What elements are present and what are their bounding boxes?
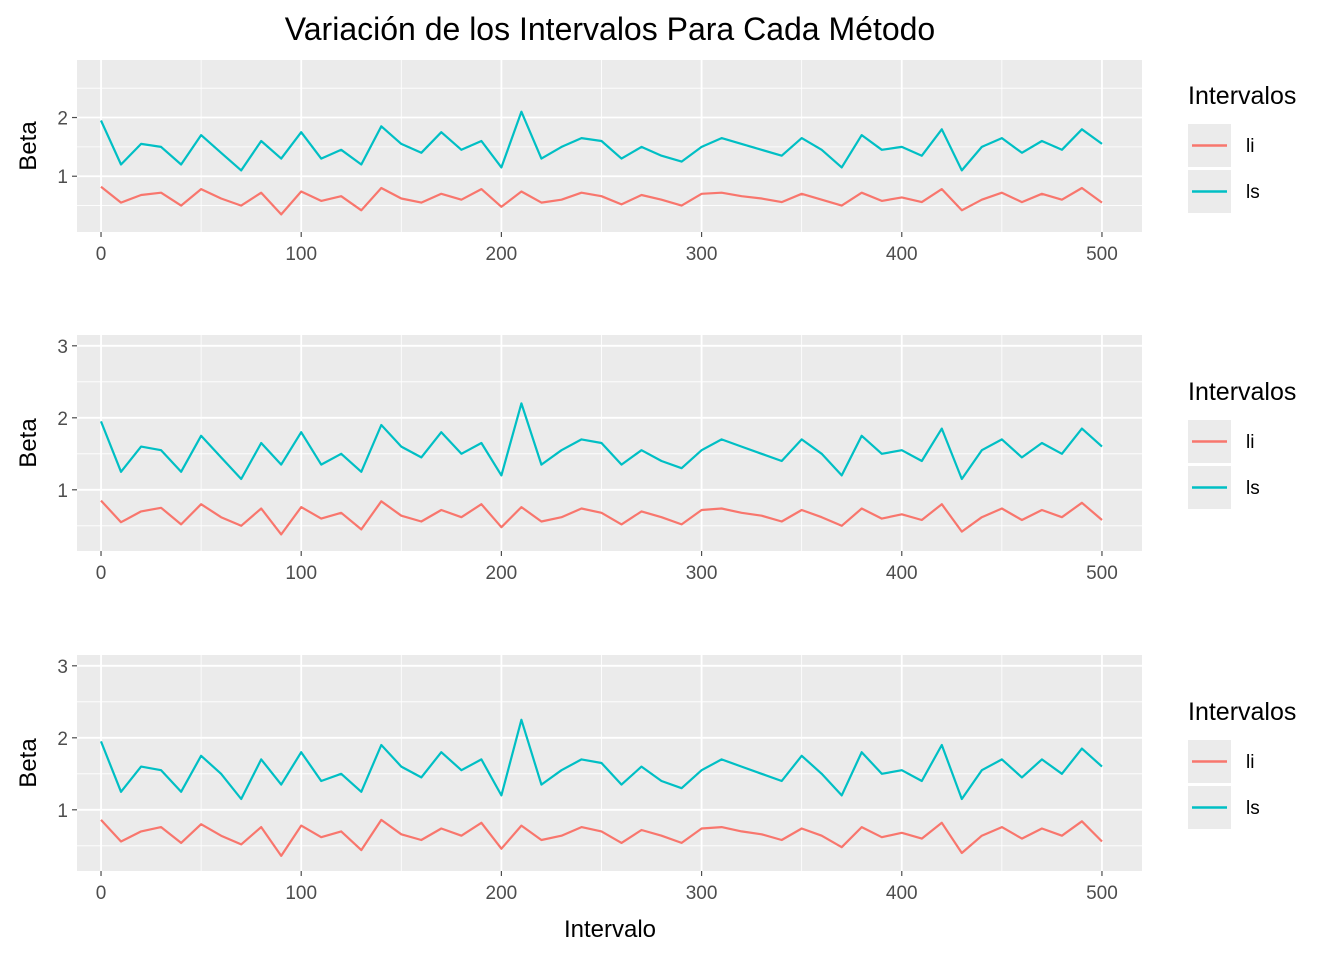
series-line-ls — [99, 402, 1103, 481]
x-tick-label: 200 — [486, 244, 518, 265]
legend-label-ls: ls — [1246, 478, 1260, 499]
x-tick-label: 0 — [96, 244, 107, 265]
legend-title: Intervalos — [1188, 82, 1296, 110]
x-tick-label: 500 — [1086, 883, 1118, 904]
x-axis-label: Intervalo — [564, 916, 656, 943]
x-tick-label: 200 — [486, 563, 518, 584]
y-tick-label: 2 — [57, 109, 68, 130]
series-line-li — [100, 818, 1103, 858]
series-line-ls — [99, 110, 1103, 172]
x-tick-label: 400 — [886, 563, 918, 584]
x-tick-label: 400 — [886, 883, 918, 904]
x-tick-label: 100 — [285, 563, 317, 584]
x-tick-label: 200 — [486, 883, 518, 904]
legend-title: Intervalos — [1188, 698, 1296, 726]
legend: Intervalos li ls — [1188, 82, 1296, 213]
panel-2: 0 100 200 300 400 500 1 2 3 Beta Intervalos li ls — [15, 335, 1296, 584]
x-tick-label: 500 — [1086, 563, 1118, 584]
x-tick-label: 0 — [96, 563, 107, 584]
legend-title: Intervalos — [1188, 378, 1296, 406]
panel-background — [77, 60, 1142, 232]
chart-title: Variación de los Intervalos Para Cada Mé… — [285, 11, 935, 47]
legend-label-ls: ls — [1246, 182, 1260, 203]
x-tick-label: 300 — [686, 244, 718, 265]
x-tick-label: 100 — [285, 244, 317, 265]
y-tick-label: 1 — [57, 167, 68, 188]
x-tick-label: 100 — [285, 883, 317, 904]
y-axis-label: Beta — [15, 121, 42, 171]
legend: Intervalos li ls — [1188, 378, 1296, 509]
x-tick-label: 500 — [1086, 244, 1118, 265]
y-tick-label: 1 — [57, 481, 68, 502]
series-line-ls — [99, 718, 1103, 801]
y-axis-label: Beta — [15, 738, 42, 788]
x-tick-label: 300 — [686, 563, 718, 584]
series-line-li — [100, 499, 1103, 536]
legend: Intervalos li ls — [1188, 698, 1296, 829]
x-tick-label: 300 — [686, 883, 718, 904]
y-tick-label: 1 — [57, 801, 68, 822]
panel-1: 0 100 200 300 400 500 1 2 Beta Intervalos li ls — [15, 60, 1296, 265]
legend-label-ls: ls — [1246, 798, 1260, 819]
legend-label-li: li — [1246, 136, 1254, 157]
y-tick-label: 3 — [57, 657, 68, 678]
x-tick-label: 0 — [96, 883, 107, 904]
series-line-li — [100, 185, 1103, 216]
y-tick-label: 2 — [57, 409, 68, 430]
y-tick-label: 3 — [57, 337, 68, 358]
x-tick-label: 400 — [886, 244, 918, 265]
panel-3: 0 100 200 300 400 500 1 2 3 Beta Intervalos li ls — [15, 655, 1296, 904]
y-tick-label: 2 — [57, 729, 68, 750]
y-axis-label: Beta — [15, 418, 42, 468]
legend-label-li: li — [1246, 432, 1254, 453]
panel-background — [77, 655, 1142, 871]
legend-label-li: li — [1246, 752, 1254, 773]
